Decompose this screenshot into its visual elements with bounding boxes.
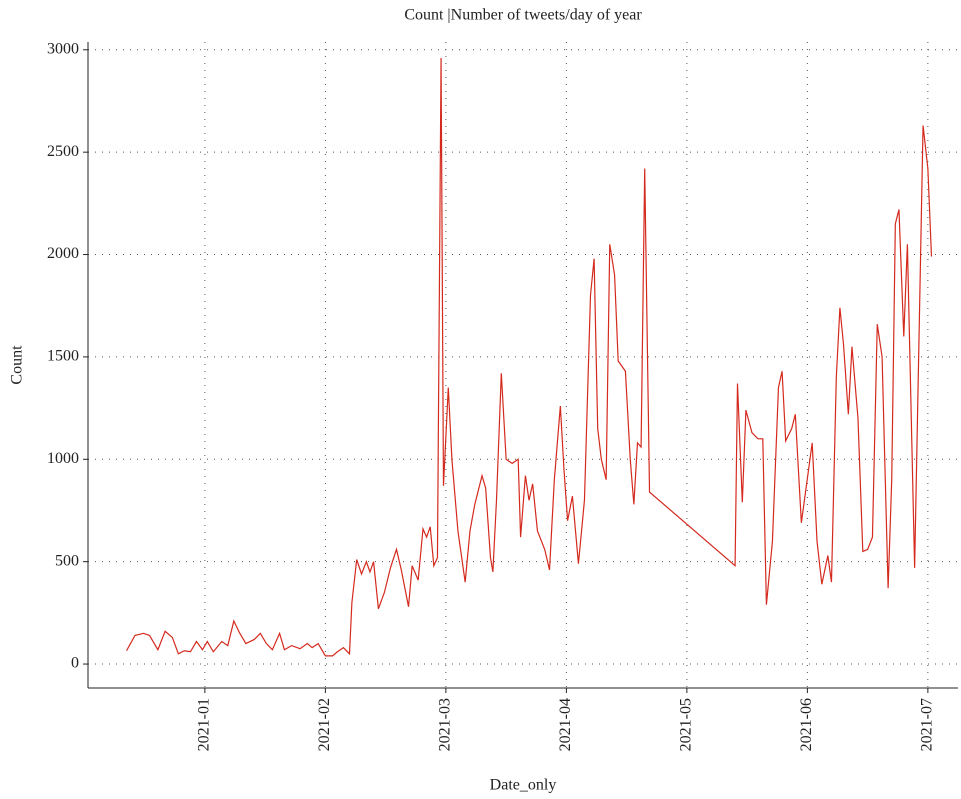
y-tick-label: 500 (55, 552, 79, 569)
x-tick-label: 2021-02 (316, 698, 333, 751)
x-tick-label: 2021-05 (678, 698, 695, 751)
y-tick-label: 2000 (47, 245, 79, 262)
y-tick-label: 1000 (47, 450, 79, 467)
y-tick-label: 1500 (47, 348, 79, 365)
y-tick-label: 3000 (47, 40, 79, 57)
y-tick-label: 0 (71, 655, 79, 672)
x-tick-label: 2021-06 (798, 698, 815, 751)
x-tick-label: 2021-04 (557, 698, 574, 751)
x-tick-label: 2021-07 (919, 698, 936, 751)
line-series (126, 57, 933, 657)
x-tick-label: 2021-03 (437, 698, 454, 751)
chart-title: Count |Number of tweets/day of year (404, 7, 642, 24)
x-tick-label: 2021-01 (196, 698, 213, 751)
x-axis-label: Date_only (490, 777, 557, 794)
y-axis-label: Count (9, 345, 26, 385)
y-tick-label: 2500 (47, 143, 79, 160)
